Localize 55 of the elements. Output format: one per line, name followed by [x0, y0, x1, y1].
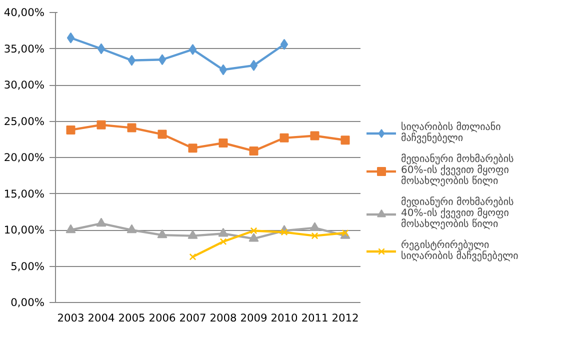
point — [280, 38, 288, 50]
point — [219, 64, 228, 76]
y-tick-label: 35,00% — [4, 42, 45, 56]
y-tick-label: 10,00% — [4, 224, 45, 236]
x-tick-label: 2007 — [179, 312, 206, 324]
point — [66, 32, 75, 44]
x-tick-label: 2004 — [88, 312, 116, 324]
legend-label: მედიანური მოხმარების 40%-ის ქვევით მყოფი მოსახლეობის წილი — [401, 197, 514, 230]
y-tick-label: 20,00% — [4, 151, 45, 164]
point — [250, 227, 258, 234]
point — [248, 233, 259, 242]
point — [188, 144, 198, 153]
x-tick-label: 2011 — [301, 312, 328, 324]
point — [280, 228, 288, 236]
point — [126, 224, 137, 234]
point — [311, 232, 318, 240]
legend-label: სიღარიბის მთლიანი მაჩვენებელი — [401, 122, 501, 144]
legend-label: მედიანური მოხმარების 60%-ის ქვევით მყოფი მოსახლეობის წილი — [401, 154, 514, 187]
point — [127, 123, 136, 132]
legend-label: რეგისტრირებული სიღარიბის მაჩვენებელი — [401, 240, 518, 262]
x-tick-label: 2003 — [57, 312, 84, 324]
point — [66, 224, 76, 234]
point — [97, 43, 106, 54]
point — [340, 136, 350, 145]
point — [342, 229, 349, 236]
point — [157, 229, 168, 238]
point — [158, 54, 166, 66]
point — [250, 60, 258, 71]
point — [158, 130, 167, 139]
point — [310, 222, 320, 231]
point — [280, 133, 289, 142]
point — [66, 125, 76, 134]
point — [188, 230, 198, 239]
y-tick-label: 0,00% — [10, 296, 45, 309]
y-tick-label: 40,00% — [4, 6, 45, 19]
point — [310, 131, 320, 140]
y-tick-label: 30,00% — [4, 78, 45, 92]
x-tick-label: 2012 — [332, 312, 359, 324]
y-tick-label: 25,00% — [4, 114, 45, 128]
y-tick-label: 5,00% — [10, 260, 45, 273]
x-tick-label: 2006 — [148, 312, 176, 324]
point — [249, 146, 258, 156]
point — [189, 253, 196, 260]
point — [96, 218, 106, 227]
point — [128, 54, 136, 66]
x-tick-label: 2010 — [270, 312, 298, 324]
point — [188, 44, 197, 55]
x-tick-label: 2009 — [240, 312, 268, 324]
x-tick-label: 2005 — [118, 312, 146, 324]
point — [218, 228, 228, 237]
point — [218, 138, 228, 148]
x-tick-label: 2008 — [210, 312, 238, 324]
y-tick-label: 15,00% — [4, 187, 45, 200]
point — [220, 238, 227, 246]
point — [96, 120, 106, 130]
